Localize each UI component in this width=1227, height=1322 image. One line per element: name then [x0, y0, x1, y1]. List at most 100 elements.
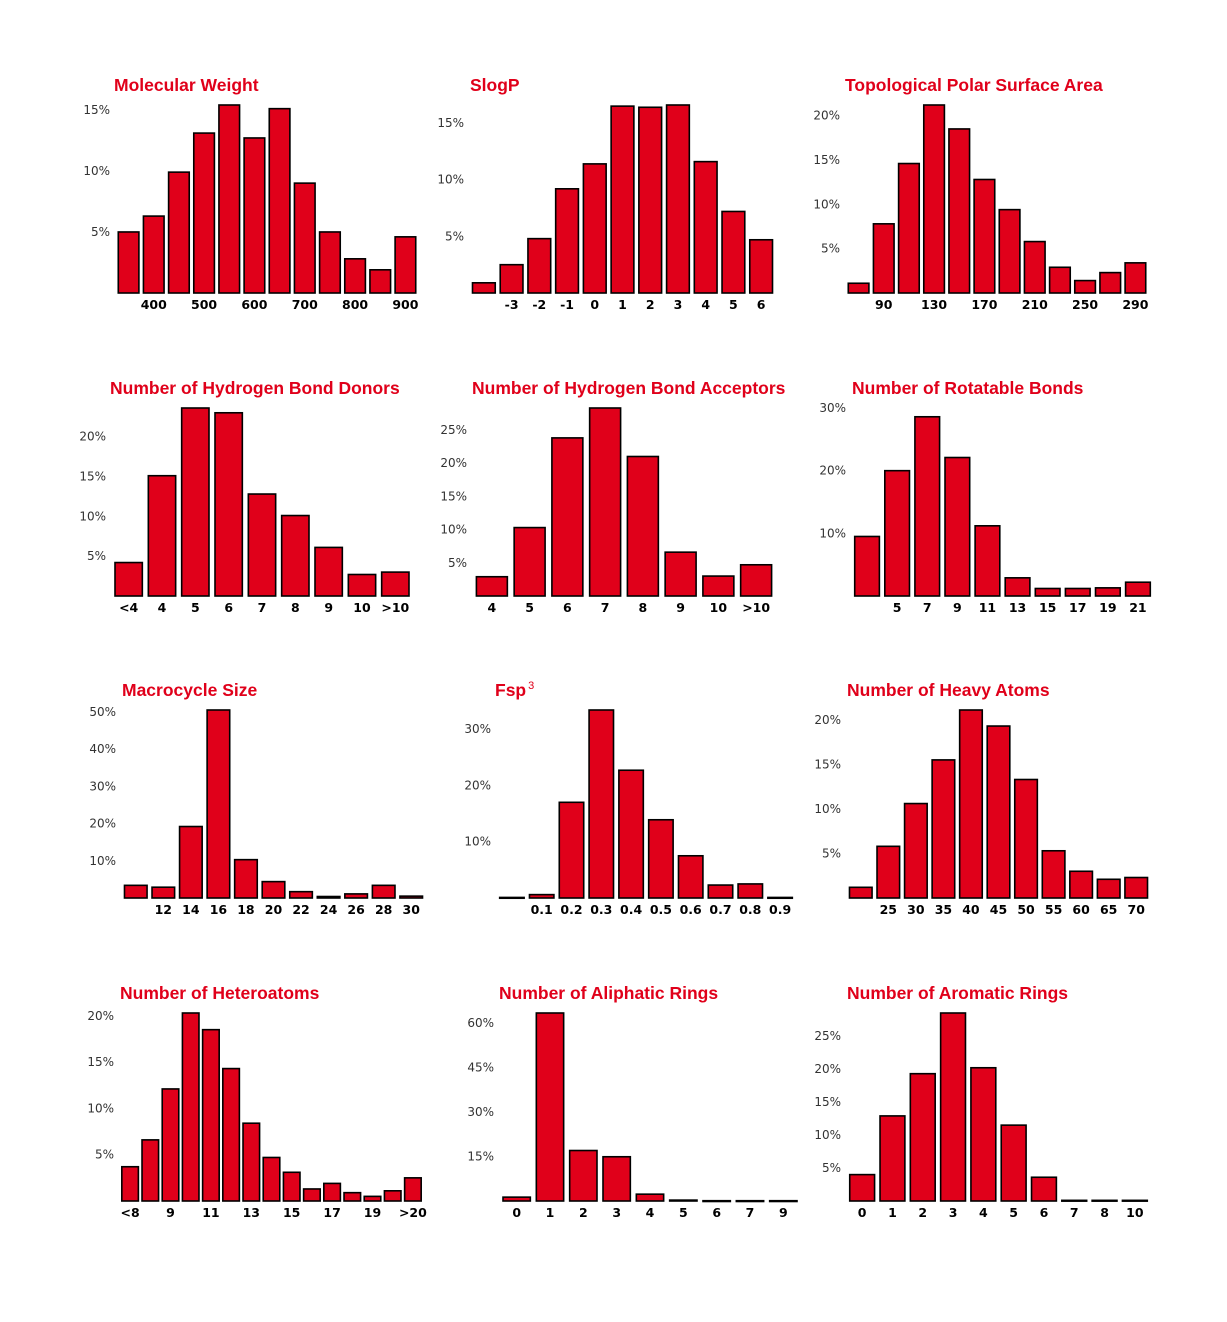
histogram-bar: [602, 1155, 632, 1202]
histogram-panel: Number of Hydrogen Bond Donors 5% 10% 15% 20…: [75, 378, 435, 638]
histogram-bar: [638, 106, 663, 294]
x-tick-label: -2: [532, 297, 546, 312]
histogram-bar: [897, 162, 921, 294]
histogram-bar: [261, 880, 286, 899]
histogram-bar: [1004, 577, 1031, 597]
histogram-bar: [702, 575, 735, 597]
x-tick-label: 7: [746, 1205, 755, 1220]
x-tick-label: 11: [202, 1205, 219, 1220]
x-tick-label: -1: [560, 297, 574, 312]
histogram-bar: [114, 561, 144, 597]
y-tick-label: 10%: [87, 1101, 114, 1115]
x-tick-label: 30: [907, 902, 925, 917]
histogram-bar: [121, 1165, 140, 1202]
chart-title: Number of Rotatable Bonds: [852, 378, 1083, 399]
histogram-bar: [1121, 1199, 1149, 1202]
chart-title: Number of Aromatic Rings: [847, 983, 1068, 1004]
y-tick-label: 10%: [89, 854, 116, 868]
x-tick-label: 30: [403, 902, 421, 917]
x-tick-label: 900: [392, 297, 418, 312]
histogram-panel: Number of Aromatic Rings 5% 10% 15% 20% 25% 0 1…: [814, 983, 1175, 1243]
y-tick-label: 20%: [464, 778, 491, 792]
histogram-svg: 5% 10% 15% 20% 90 130 170 210 250 290: [813, 104, 1149, 312]
histogram-bar: [1030, 1176, 1058, 1202]
histogram-bar: [1048, 266, 1072, 294]
x-tick-label: 1: [618, 297, 627, 312]
histogram-bar: [247, 493, 277, 597]
x-tick-label: 9: [953, 600, 962, 615]
histogram-bar: [739, 563, 773, 597]
x-tick-label: 60: [1072, 902, 1090, 917]
histogram-svg: 10% 20% 30% 40% 50% 12 14 16 18 20 22 24 26 28 30: [89, 705, 424, 917]
histogram-bar: [1124, 262, 1147, 294]
histogram-bar: [471, 282, 497, 294]
histogram-bar: [383, 1190, 402, 1202]
x-tick-label: 26: [347, 902, 365, 917]
histogram-bar: [735, 1199, 765, 1203]
histogram-panel: Molecular Weight 5% 10% 15% 400 500 600 700 800 9…: [80, 75, 440, 335]
histogram-panel: Number of Heavy Atoms 5% 10% 15% 20% 25 30 35 40…: [814, 680, 1175, 940]
histogram-bar: [970, 1066, 997, 1202]
histogram-bar: [347, 573, 377, 597]
chart-title-text: Fsp: [495, 680, 527, 700]
histogram-bar: [693, 160, 718, 294]
chart-title: Number of Hydrogen Bond Donors: [110, 378, 400, 399]
histogram-bar: [1099, 271, 1122, 294]
x-tick-label: 5: [1009, 1205, 1018, 1220]
histogram-bar: [664, 551, 697, 597]
y-tick-label: 5%: [822, 846, 841, 860]
histogram-bar: [268, 107, 291, 294]
histogram-panel: Number of Hydrogen Bond Acceptors 5% 10% 15…: [435, 378, 795, 638]
histogram-svg: 15% 30% 45% 60% 0 1 2 3 4 5 6 7 9: [467, 1012, 798, 1220]
y-tick-label: 20%: [87, 1009, 114, 1023]
histogram-bar: [201, 1028, 220, 1202]
y-tick-label: 5%: [445, 229, 464, 243]
chart-title: Number of Heteroatoms: [120, 983, 319, 1004]
histogram-bar: [218, 104, 241, 294]
y-tick-label: 20%: [819, 464, 846, 478]
histogram-bar: [302, 1188, 321, 1202]
x-tick-label: -3: [505, 297, 519, 312]
x-tick-label: 10: [1126, 1205, 1144, 1220]
chart-title: Molecular Weight: [114, 75, 259, 96]
y-tick-label: 45%: [467, 1060, 494, 1074]
histogram-svg: 10% 20% 30% 0.1 0.2 0.3 0.4 0.5 0.6 0.7 0.8 0.9: [464, 709, 794, 917]
y-tick-label: 20%: [814, 713, 841, 727]
histogram-bar: [884, 469, 911, 597]
histogram-bar: [1091, 1199, 1118, 1202]
x-tick-label: 9: [324, 600, 333, 615]
x-tick-label: 7: [1070, 1205, 1079, 1220]
histogram-bar: [280, 514, 310, 597]
x-tick-label: 6: [757, 297, 766, 312]
x-tick-label: 9: [779, 1205, 788, 1220]
histogram-bar: [181, 1012, 200, 1202]
histogram-bar: [141, 1139, 160, 1202]
x-tick-label: 4: [701, 297, 710, 312]
y-tick-label: 5%: [822, 1161, 841, 1175]
histogram-bar: [554, 188, 580, 294]
y-tick-label: 5%: [87, 549, 106, 563]
histogram-bar: [668, 1199, 698, 1202]
x-tick-label: 0.1: [531, 902, 553, 917]
histogram-bar: [986, 725, 1011, 899]
histogram-bar: [914, 415, 941, 597]
histogram-bar: [1124, 876, 1149, 899]
histogram-bar: [499, 263, 524, 294]
x-tick-label: 40: [962, 902, 980, 917]
x-tick-label: 2: [579, 1205, 588, 1220]
x-tick-label: 800: [342, 297, 368, 312]
x-tick-label: 0.6: [680, 902, 702, 917]
x-tick-label: 7: [923, 600, 932, 615]
x-tick-label: 0: [590, 297, 599, 312]
y-tick-label: 10%: [819, 526, 846, 540]
histogram-bar: [222, 1067, 241, 1202]
histogram-bar: [973, 178, 996, 294]
histogram-bar: [262, 1156, 281, 1202]
histogram-bar: [767, 896, 794, 900]
histogram-bar: [206, 709, 231, 899]
x-tick-label: 250: [1072, 297, 1098, 312]
histogram-bar: [343, 1191, 362, 1202]
histogram-bar: [167, 171, 191, 294]
histogram-bar: [702, 1199, 732, 1203]
